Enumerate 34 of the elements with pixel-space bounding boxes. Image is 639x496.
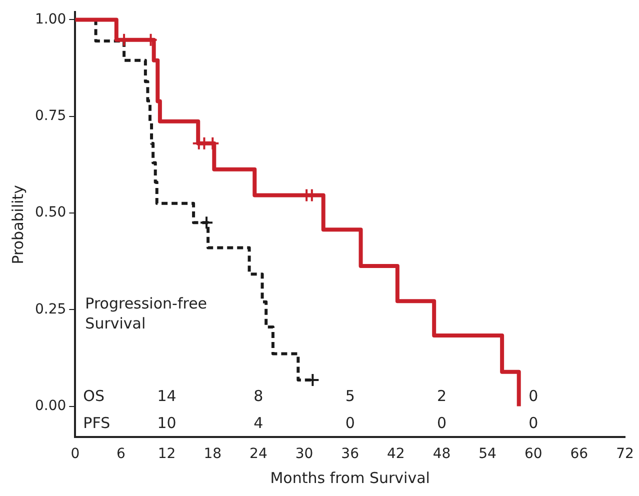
annotation: 0 xyxy=(345,414,355,432)
x-tick-label: 66 xyxy=(570,446,588,462)
annotation: 10 xyxy=(157,414,176,432)
y-tick-label: 0.75 xyxy=(35,108,66,124)
y-tick-label: 0.50 xyxy=(35,204,66,221)
x-tick-label: 24 xyxy=(250,446,268,462)
x-tick-label: 6 xyxy=(116,446,126,462)
x-tick-label: 42 xyxy=(386,446,405,462)
annotation: 8 xyxy=(254,387,264,406)
annotation: Progression-free Survival xyxy=(85,294,208,332)
y-axis-title: Probability xyxy=(8,184,27,264)
x-axis-title: Months from Survival xyxy=(270,468,430,487)
x-tick-label: 0 xyxy=(70,446,80,462)
annotation: 14 xyxy=(157,387,176,406)
y-tick-label: 0.25 xyxy=(35,301,66,318)
y-tick-label: 1.00 xyxy=(35,11,66,28)
x-tick-label: 18 xyxy=(204,446,222,462)
annotation: PFS xyxy=(83,414,110,432)
x-tick-label: 48 xyxy=(432,446,451,462)
point xyxy=(200,216,214,230)
y-tick-label: 0.00 xyxy=(35,398,66,414)
annotation: 5 xyxy=(345,387,355,406)
annotation: 2 xyxy=(436,387,446,406)
annotation: 0 xyxy=(528,414,538,432)
x-tick-label: 72 xyxy=(616,446,634,462)
x-tick-label: 30 xyxy=(295,446,314,462)
x-tick-label: 54 xyxy=(478,446,497,462)
x-tick-label: 36 xyxy=(341,446,360,462)
annotation: 4 xyxy=(254,414,264,432)
x-tick-label: 12 xyxy=(158,446,176,462)
annotation: 0 xyxy=(528,387,538,406)
annotation: 0 xyxy=(436,414,446,432)
annotation: OS xyxy=(83,387,104,406)
x-tick-label: 60 xyxy=(524,446,542,462)
